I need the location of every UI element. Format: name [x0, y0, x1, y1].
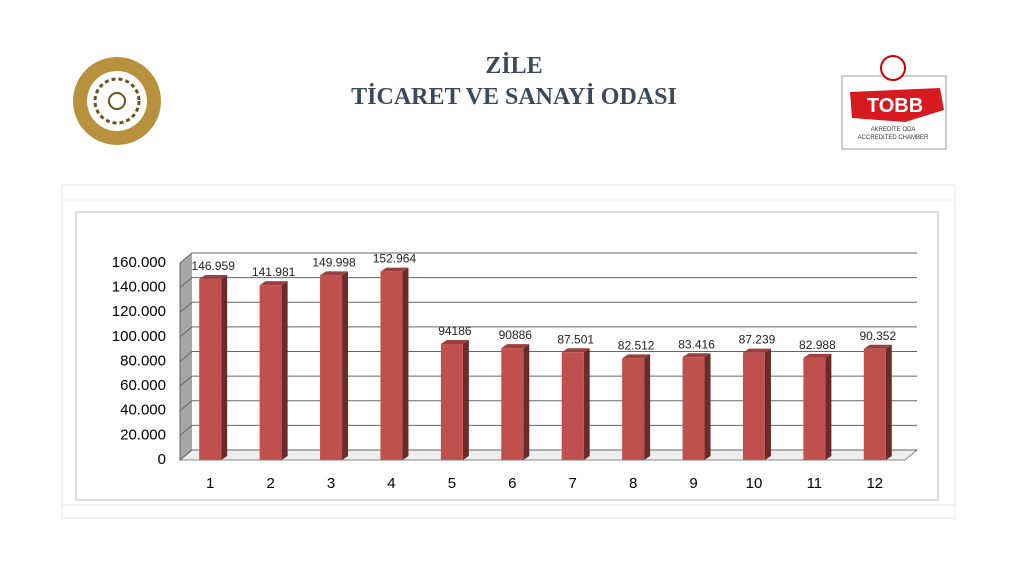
grid-line — [179, 326, 917, 338]
bar — [320, 275, 343, 460]
bar-top — [440, 340, 469, 345]
bar-top — [863, 344, 892, 349]
value-label: 152.964 — [373, 252, 417, 266]
grid-line — [179, 351, 917, 362]
x-tick-label: 10 — [746, 475, 763, 492]
emblem — [73, 57, 161, 145]
x-tick-label: 9 — [689, 475, 697, 492]
x-tick-label: 8 — [629, 475, 637, 492]
x-tick-label: 4 — [387, 475, 395, 492]
x-tick-label: 12 — [866, 475, 883, 492]
x-tick-label: 5 — [448, 475, 456, 492]
sheet-grid — [61, 184, 956, 520]
x-tick-label: 1 — [206, 475, 214, 492]
y-tick-label: 100.000 — [112, 328, 166, 345]
subtitle: TİCARET VE SANAYİ ODASI — [351, 84, 677, 110]
bar — [259, 285, 282, 460]
bar — [561, 352, 584, 460]
y-tick-label: 40.000 — [120, 402, 166, 419]
logo-line: AKREDİTE ODA — [871, 126, 916, 133]
bar-side — [342, 271, 349, 460]
y-tick-label: 80.000 — [120, 352, 166, 369]
bar — [682, 357, 705, 460]
value-label: 94186 — [438, 324, 472, 338]
bar-top — [501, 344, 530, 349]
bar — [863, 348, 886, 460]
bar — [440, 344, 463, 460]
grid-line — [179, 277, 917, 289]
x-tick-label: 6 — [508, 475, 516, 492]
grid-line — [179, 252, 917, 264]
grid-line — [179, 400, 917, 412]
x-tick-label: 11 — [807, 475, 823, 492]
bar — [501, 348, 524, 460]
value-label: 90.352 — [859, 329, 896, 343]
bar-side — [583, 348, 590, 460]
grid-line — [179, 301, 917, 313]
x-tick-label: 3 — [327, 475, 335, 492]
y-tick-label: 120.000 — [112, 303, 166, 320]
bar-top — [742, 348, 771, 353]
value-label: 146.959 — [192, 259, 236, 273]
bar — [380, 271, 403, 460]
bar-side — [644, 354, 651, 460]
bar-side — [221, 275, 228, 460]
logo-name: TOBB — [867, 95, 923, 117]
y-tick-label: 60.000 — [120, 377, 166, 394]
bar-side — [402, 267, 409, 460]
tobb-logo: TOBB AKREDİTE ODA ACCREDITED CHAMBER — [841, 55, 947, 150]
x-tick-label: 7 — [569, 475, 577, 492]
y-tick-label: 140.000 — [112, 279, 166, 296]
grid-line — [179, 424, 917, 436]
bar-top — [259, 281, 288, 286]
bar-side — [281, 281, 288, 460]
bar-side — [885, 344, 892, 460]
bar-side — [764, 348, 771, 460]
value-label: 82.988 — [799, 338, 836, 352]
value-label: 149.998 — [312, 255, 356, 269]
bar-top — [803, 353, 832, 358]
bar-top — [199, 275, 228, 280]
y-tick-label: 160.000 — [112, 254, 166, 271]
bar-top — [622, 354, 651, 359]
grid-line — [179, 449, 917, 461]
y-tick-label: 20.000 — [120, 426, 166, 443]
bar-side — [704, 353, 711, 460]
bar-top — [320, 271, 349, 276]
value-label: 141.981 — [252, 265, 296, 279]
value-label: 87.501 — [557, 332, 594, 346]
bar-side — [462, 340, 469, 460]
bar — [622, 358, 645, 460]
grid-line — [179, 375, 917, 387]
bar-top — [682, 353, 711, 358]
bar-side — [825, 353, 832, 460]
y-tick-label: 0 — [158, 451, 166, 468]
logo-line: ACCREDITED CHAMBER — [858, 135, 929, 141]
value-label: 87.239 — [739, 333, 776, 347]
bar-side — [523, 344, 530, 460]
value-label: 82.512 — [618, 338, 655, 352]
bar — [199, 279, 222, 460]
value-label: 83.416 — [678, 337, 715, 351]
bar — [803, 357, 826, 460]
bar-top — [561, 348, 590, 353]
bar-top — [380, 267, 409, 272]
x-tick-label: 2 — [266, 475, 274, 492]
title: ZİLE — [485, 53, 542, 79]
bar — [742, 352, 765, 460]
value-label: 90886 — [499, 328, 533, 342]
